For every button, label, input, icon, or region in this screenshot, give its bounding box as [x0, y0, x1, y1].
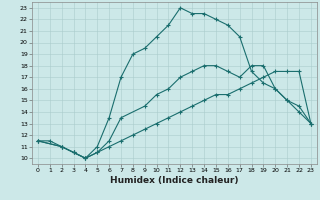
- X-axis label: Humidex (Indice chaleur): Humidex (Indice chaleur): [110, 176, 239, 185]
